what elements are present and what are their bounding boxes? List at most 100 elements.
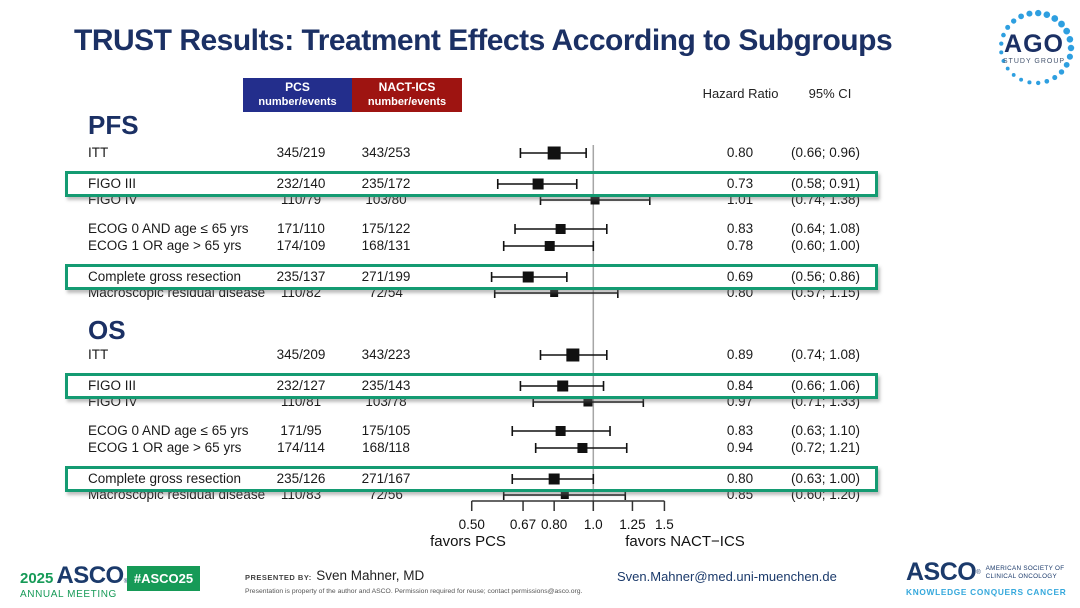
asco-registered-mark: ® — [976, 569, 981, 576]
hazard-ratio-value: 0.69 — [726, 269, 754, 284]
section-header-pfs: PFS — [88, 110, 139, 140]
ago-logo-text: AGO — [1004, 30, 1064, 58]
subgroup-label: ECOG 0 AND age ≤ 65 yrs — [88, 423, 249, 438]
nact-value: 168/131 — [361, 238, 411, 253]
ago-study-group-logo: AGO STUDY GROUP — [990, 8, 1078, 92]
x-axis-tick-label: 1.5 — [655, 517, 674, 532]
subgroup-row: ECOG 0 AND age ≤ 65 yrs 171/110 175/122 0.8… — [0, 220, 1080, 238]
asco-annual-meeting-logo: 2025 ASCO ® ANNUAL MEETING — [20, 564, 135, 600]
subgroup-row: ECOG 1 OR age > 65 yrs 174/109 168/131 0.78… — [0, 237, 1080, 255]
presented-by: PRESENTED BY: Sven Mahner, MD — [245, 567, 424, 585]
ago-dot — [1027, 80, 1032, 85]
ci-value: (0.72; 1.21) — [791, 440, 861, 455]
x-axis-tick-label: 0.80 — [541, 517, 568, 532]
nact-ics-column-header: NACT-ICS number/events — [352, 78, 462, 112]
ci-value: (0.63; 1.10) — [791, 423, 861, 438]
ci-value: (0.74; 1.08) — [791, 347, 861, 362]
nact-header-line1: NACT-ICS — [378, 80, 436, 94]
pcs-value: 235/126 — [276, 471, 326, 486]
ci-value: (0.63; 1.00) — [791, 471, 861, 486]
ago-dot — [1005, 66, 1010, 71]
asco-society-logo: ASCO ® AMERICAN SOCIETY OF CLINICAL ONCO… — [906, 560, 1074, 598]
page-title: TRUST Results: Treatment Effects Accordi… — [74, 24, 893, 57]
highlight-box — [65, 171, 878, 197]
ci-value: (0.60; 1.00) — [791, 238, 861, 253]
pcs-value: 232/140 — [276, 176, 326, 191]
ago-dot — [999, 41, 1004, 46]
ago-dots-ring-icon — [999, 9, 1075, 86]
ago-dot — [1026, 10, 1033, 17]
section-header-os: OS — [88, 315, 126, 345]
hazard-ratio-value: 0.83 — [726, 221, 754, 236]
subgroup-label: Complete gross resection — [88, 471, 242, 486]
subgroup-row: Complete gross resection 235/137 271/199 0.… — [0, 268, 1080, 286]
ago-dot — [1066, 53, 1073, 60]
highlight-box — [65, 264, 878, 290]
highlight-box — [65, 466, 878, 492]
ago-dot — [1052, 75, 1058, 81]
x-axis-tick-label: 0.50 — [458, 517, 485, 532]
pcs-value: 232/127 — [276, 378, 326, 393]
ci-value: (0.66; 1.06) — [791, 378, 861, 393]
ci-value: (0.56; 0.86) — [791, 269, 861, 284]
ago-dot — [1067, 44, 1075, 52]
ago-dot — [999, 50, 1004, 55]
pcs-value: 345/209 — [276, 347, 326, 362]
presenter-name: Sven Mahner, MD — [316, 568, 425, 583]
x-axis-tick-label: 1.0 — [583, 517, 603, 532]
subgroup-label: Complete gross resection — [88, 269, 242, 284]
hazard-ratio-value: 0.78 — [726, 238, 754, 253]
nact-value: 175/122 — [361, 221, 411, 236]
subgroup-label: ITT — [88, 145, 109, 160]
asco-tagline: KNOWLEDGE CONQUERS CANCER — [906, 587, 1067, 597]
hazard-ratio-value: 0.80 — [726, 471, 754, 486]
asco-sub-line2: CLINICAL ONCOLOGY — [985, 572, 1058, 580]
ago-dot — [1001, 58, 1006, 63]
nact-value: 271/167 — [361, 471, 411, 486]
pcs-value: 171/110 — [277, 221, 325, 236]
hashtag-badge: #ASCO25 — [127, 566, 200, 591]
ago-dot — [1018, 13, 1024, 20]
pcs-header-line1: PCS — [285, 80, 310, 94]
meeting-name: ANNUAL MEETING — [20, 589, 117, 600]
subgroup-label: ITT — [88, 347, 109, 362]
pcs-header-line2: number/events — [258, 96, 337, 108]
ago-dot — [1058, 20, 1065, 28]
hazard-ratio-value: 0.80 — [726, 145, 754, 160]
nact-value: 235/143 — [361, 378, 411, 393]
registered-mark: ® — [123, 579, 129, 585]
nact-value: 271/199 — [361, 269, 411, 284]
pcs-column-header: PCS number/events — [243, 78, 352, 112]
nact-value: 343/223 — [361, 347, 411, 362]
subgroup-label: ECOG 0 AND age ≤ 65 yrs — [88, 221, 249, 236]
ago-dot — [1058, 69, 1065, 75]
hazard-ratio-value: 0.89 — [726, 347, 754, 362]
subgroup-label: ECOG 1 OR age > 65 yrs — [88, 238, 242, 253]
pcs-value: 174/109 — [276, 238, 326, 253]
presented-by-label: PRESENTED BY: — [245, 573, 312, 582]
nact-value: 168/118 — [362, 440, 410, 455]
ci-column-header: 95% CI — [808, 86, 852, 101]
ago-dot — [1005, 24, 1011, 30]
ago-dot — [1051, 15, 1059, 22]
ci-value: (0.64; 1.08) — [791, 221, 861, 236]
ago-dot — [1036, 80, 1041, 86]
subgroup-label: FIGO III — [88, 378, 137, 393]
x-axis-tick-label: 1.25 — [619, 517, 646, 532]
favors-pcs-label: favors PCS — [430, 533, 506, 550]
nact-value: 235/172 — [361, 176, 411, 191]
nact-value: 175/105 — [361, 423, 411, 438]
pcs-value: 235/137 — [276, 269, 326, 284]
ago-dot — [1035, 9, 1042, 17]
ago-dot — [1063, 27, 1071, 35]
hazard-ratio-value: 0.83 — [726, 423, 754, 438]
meeting-year: 2025 — [20, 570, 54, 587]
ago-dot — [1043, 11, 1051, 19]
ago-dot — [1011, 18, 1017, 24]
nact-header-line2: number/events — [367, 96, 447, 108]
hazard-ratio-value: 0.73 — [726, 176, 754, 191]
ago-dot — [1066, 35, 1074, 43]
nact-value: 343/253 — [361, 145, 411, 160]
hazard-ratio-value: 0.94 — [726, 440, 754, 455]
